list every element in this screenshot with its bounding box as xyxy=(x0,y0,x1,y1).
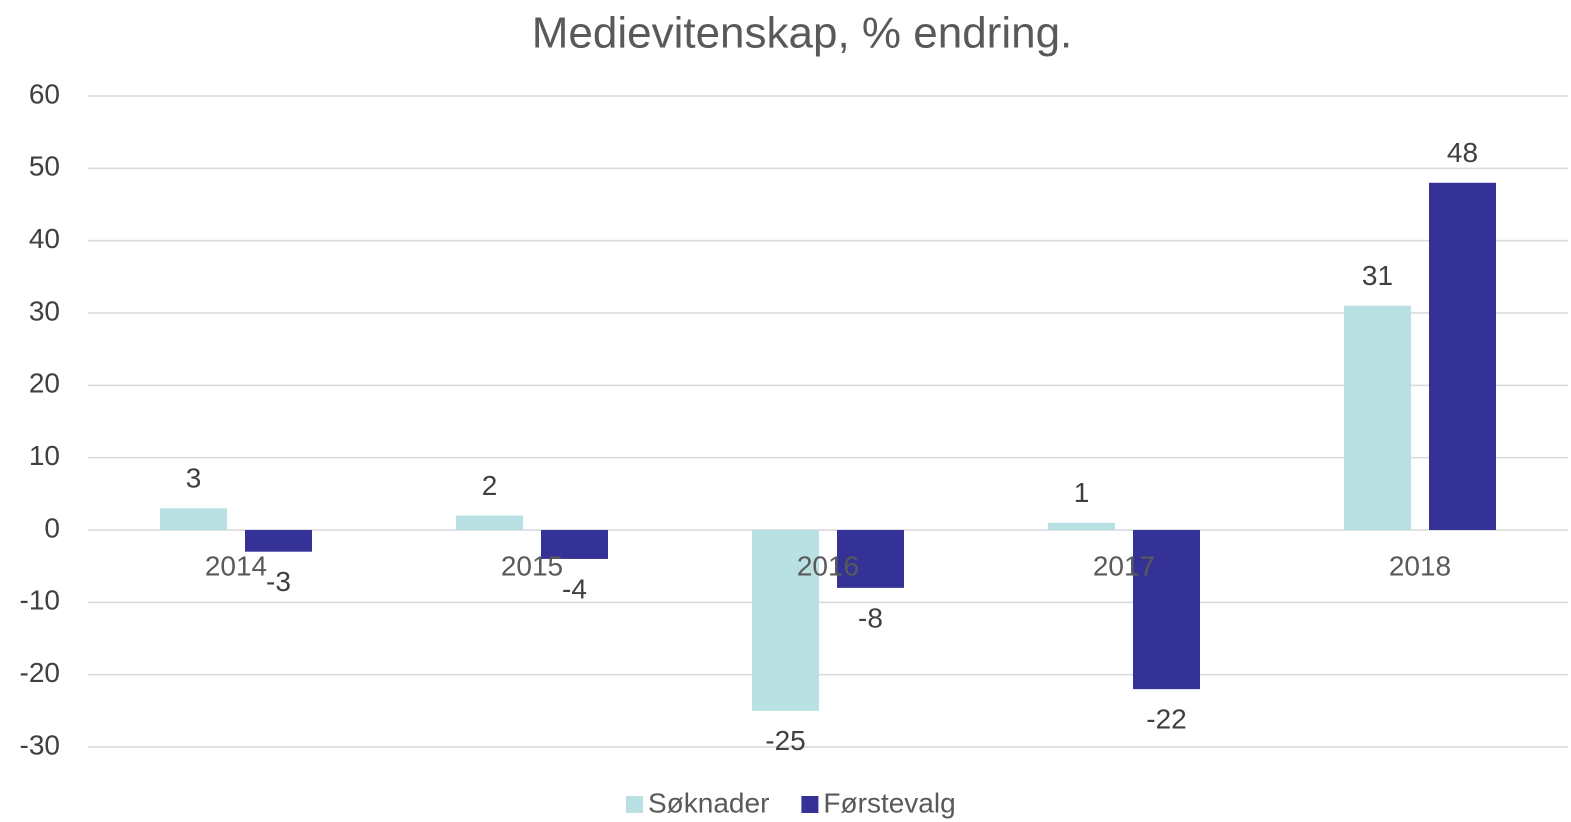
legend-label: Førstevalg xyxy=(823,787,955,818)
data-label: 3 xyxy=(186,463,202,494)
data-label: 1 xyxy=(1074,477,1090,508)
y-tick-label: 20 xyxy=(29,368,60,399)
legend-swatch xyxy=(626,796,643,813)
y-tick-label: -10 xyxy=(20,585,60,616)
y-tick-label: 30 xyxy=(29,295,60,326)
data-label: -22 xyxy=(1146,704,1186,735)
bar xyxy=(752,530,819,711)
y-tick-label: 50 xyxy=(29,151,60,182)
x-tick-label: 2016 xyxy=(797,550,859,581)
data-label: 48 xyxy=(1447,137,1478,168)
y-tick-label: 40 xyxy=(29,223,60,254)
chart-title: Medievitenskap, % endring. xyxy=(532,9,1073,58)
legend-label: Søknader xyxy=(648,787,769,818)
bar xyxy=(541,530,608,559)
y-tick-label: 10 xyxy=(29,440,60,471)
y-tick-label: 0 xyxy=(44,512,60,543)
data-label: 2 xyxy=(482,470,498,501)
x-tick-label: 2018 xyxy=(1389,550,1451,581)
data-label: -25 xyxy=(765,725,805,756)
bar xyxy=(1429,182,1496,531)
bar xyxy=(456,515,523,530)
bar xyxy=(837,530,904,588)
data-label: -4 xyxy=(562,573,587,604)
legend-swatch xyxy=(801,796,819,813)
x-tick-label: 2014 xyxy=(205,550,267,581)
x-tick-label: 2015 xyxy=(501,550,563,581)
bar xyxy=(160,508,227,530)
bar xyxy=(1133,530,1200,690)
x-tick-label: 2017 xyxy=(1093,550,1155,581)
data-label: -8 xyxy=(858,602,883,633)
bar xyxy=(1344,305,1411,530)
y-tick-label: 60 xyxy=(29,78,60,109)
bar xyxy=(245,530,312,552)
data-label: -3 xyxy=(266,566,291,597)
bar xyxy=(1048,522,1115,530)
y-tick-label: -20 xyxy=(20,657,60,688)
data-label: 31 xyxy=(1362,260,1393,291)
y-tick-label: -30 xyxy=(20,729,60,760)
